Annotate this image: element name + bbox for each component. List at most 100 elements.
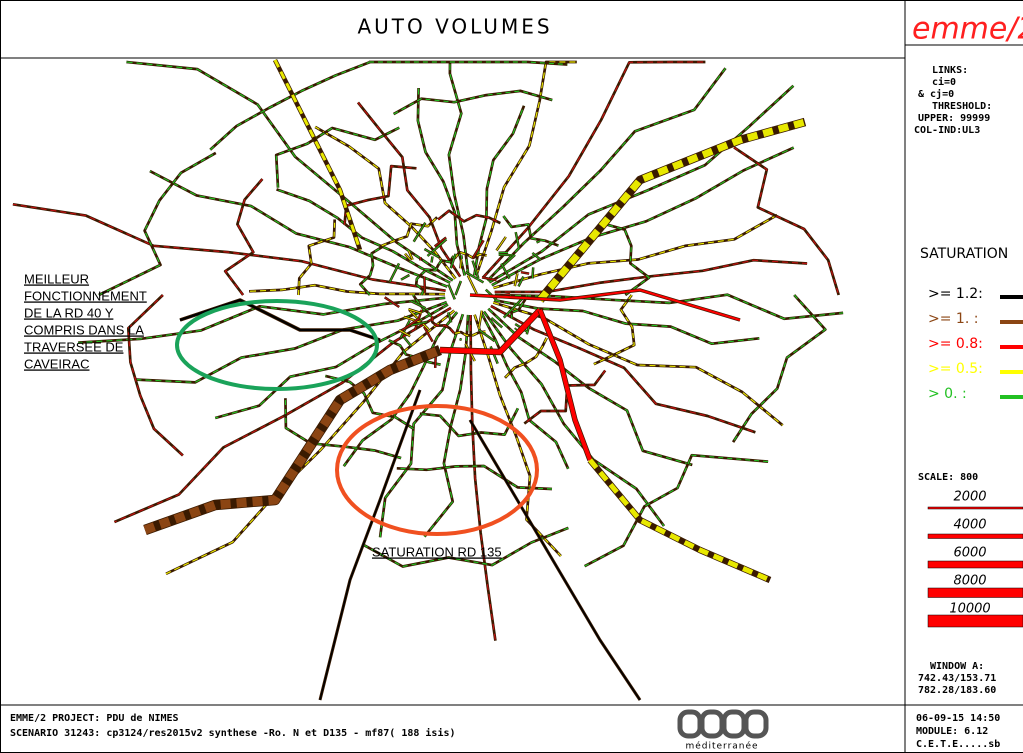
- road: [472, 260, 479, 279]
- window-line: 782.28/183.60: [918, 685, 996, 696]
- road: [481, 276, 497, 281]
- road: [78, 297, 446, 344]
- road: [393, 90, 553, 115]
- road: [531, 267, 534, 279]
- road: [467, 275, 478, 294]
- annotation: SATURATION RD 135: [372, 544, 502, 559]
- scale-label: 10000: [949, 602, 990, 617]
- road: [404, 253, 411, 261]
- road: [488, 85, 794, 283]
- road: [381, 216, 438, 247]
- road: [126, 61, 454, 281]
- road: [490, 317, 503, 328]
- road: [447, 312, 452, 323]
- road: [523, 370, 606, 425]
- road: [487, 308, 693, 466]
- road: [537, 118, 806, 303]
- highlight-ellipse: [175, 299, 379, 391]
- road: [453, 331, 486, 337]
- road: [368, 61, 568, 66]
- logo-text: méditerranée: [685, 741, 758, 752]
- road: [496, 236, 507, 251]
- road: [515, 231, 520, 248]
- road: [12, 203, 446, 292]
- road: [357, 102, 461, 277]
- road: [450, 253, 457, 269]
- road: [518, 276, 524, 287]
- scale: 2000 4000 6000 8000 10000: [927, 490, 1023, 628]
- road: [494, 294, 844, 320]
- road: [455, 280, 462, 296]
- road: [423, 276, 426, 293]
- road: [430, 316, 456, 334]
- scale-label: 6000: [953, 546, 986, 561]
- road: [423, 326, 434, 342]
- footer-line: 06-09-15 14:50: [916, 713, 1000, 724]
- road: [415, 269, 427, 296]
- road: [599, 222, 650, 296]
- scale-bar: [927, 533, 1023, 539]
- window-line: 742.43/153.71: [918, 673, 996, 684]
- road: [473, 105, 525, 276]
- scale-bar: [927, 560, 1023, 569]
- footer-line: MODULE: 6.12: [916, 726, 988, 737]
- info-line: UPPER: 99999: [918, 113, 990, 124]
- road: [389, 263, 400, 283]
- road: [127, 294, 184, 456]
- road: [465, 271, 484, 283]
- info-line: THRESHOLD:: [932, 101, 992, 112]
- highlight-ellipse: [335, 404, 539, 536]
- road: [275, 127, 400, 188]
- legend-label: >= 1. :: [928, 311, 978, 327]
- road: [588, 458, 771, 583]
- road: [410, 300, 426, 309]
- road: [538, 309, 592, 461]
- footer-info: 06-09-15 14:50 MODULE: 6.12 C.E.T.E.....sb: [916, 713, 1000, 750]
- road: [502, 215, 559, 247]
- road: [490, 304, 756, 434]
- road: [136, 301, 447, 383]
- road: [474, 314, 562, 557]
- road: [400, 274, 410, 281]
- annotation-line: CAVEIRAC: [24, 356, 90, 371]
- road: [364, 527, 569, 568]
- title: AUTO VOLUMES: [357, 15, 552, 39]
- road: [584, 454, 769, 567]
- annotation-line: DE LA RD 40 Y: [24, 305, 114, 320]
- road: [536, 240, 541, 243]
- road-network: [12, 58, 844, 701]
- road: [179, 299, 381, 341]
- road: [434, 237, 447, 247]
- legend: >= 1.2: >= 1. : >= 0.8: >= 0.5: > 0. :: [928, 286, 1023, 402]
- road: [475, 61, 577, 276]
- road: [209, 61, 371, 151]
- road: [379, 314, 464, 538]
- scale-label: 8000: [953, 574, 986, 589]
- road: [165, 310, 455, 575]
- road: [431, 256, 433, 263]
- scenario: SCENARIO 31243: cp3124/res2015v2 synthes…: [10, 727, 456, 739]
- road: [472, 240, 485, 259]
- road: [437, 210, 501, 224]
- footer-line: C.E.T.E.....sb: [916, 739, 1000, 750]
- road: [284, 398, 402, 459]
- road: [482, 310, 666, 527]
- road: [439, 308, 542, 355]
- road: [314, 126, 457, 280]
- road: [325, 375, 414, 430]
- scale-label: 4000: [953, 518, 986, 533]
- scale-title: SCALE: 800: [918, 472, 978, 483]
- road: [297, 219, 336, 296]
- scale-bar: [927, 506, 1023, 510]
- scale-bar: [927, 587, 1023, 598]
- road: [408, 308, 422, 314]
- road: [478, 310, 483, 328]
- info-line: ci=0: [932, 76, 956, 88]
- info-line: LINKS:: [932, 65, 968, 76]
- annotation-line: MEILLEUR: [24, 271, 89, 286]
- info-line: COL-IND:UL3: [914, 125, 980, 136]
- road: [396, 465, 553, 490]
- road: [454, 251, 487, 259]
- road: [469, 419, 641, 701]
